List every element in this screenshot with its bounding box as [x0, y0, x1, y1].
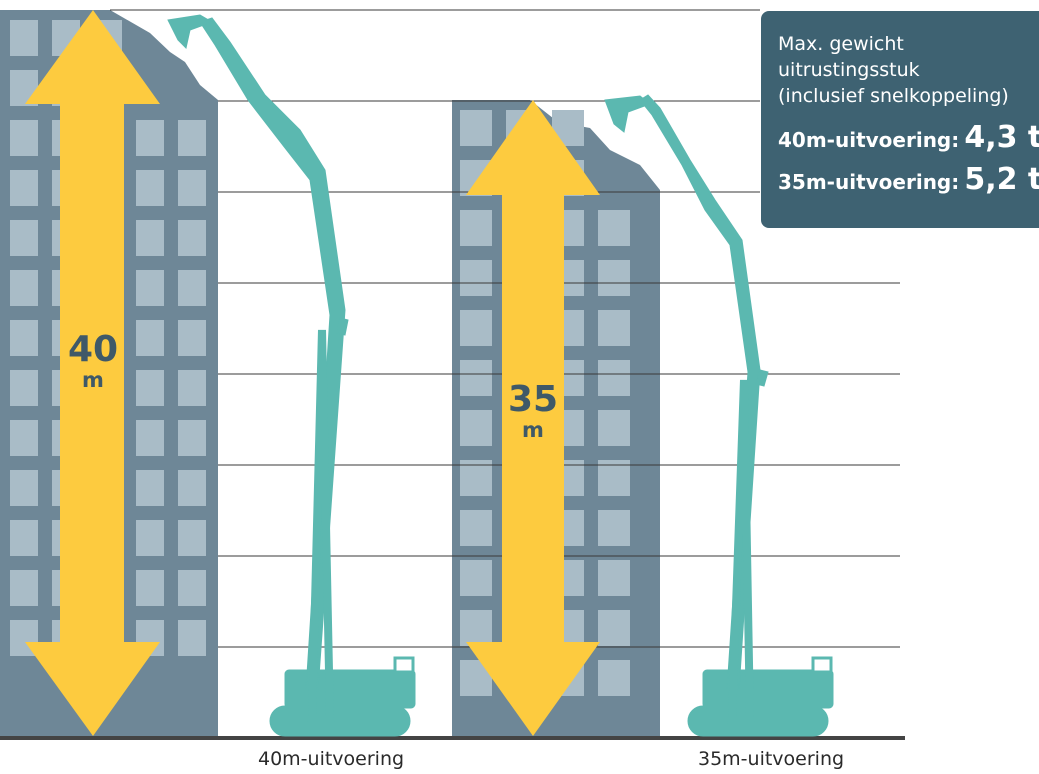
- building-window: [460, 260, 492, 296]
- info-row-40m: 40m-uitvoering: 4,3 t: [778, 121, 1039, 159]
- building-window: [178, 470, 206, 506]
- left-height-arrow: [25, 10, 160, 736]
- building-window: [598, 410, 630, 446]
- building-window: [598, 610, 630, 646]
- info-line-1: Max. gewicht: [778, 33, 904, 55]
- building-window: [460, 560, 492, 596]
- building-window: [460, 460, 492, 496]
- building-window: [178, 220, 206, 256]
- building-window: [136, 120, 164, 156]
- building-window: [598, 460, 630, 496]
- building-window: [178, 370, 206, 406]
- right-height-number: 35: [507, 379, 559, 420]
- info-row-35m-key: 35m-uitvoering:: [778, 170, 960, 194]
- left-height-unit: m: [82, 368, 104, 392]
- building-window: [10, 520, 38, 556]
- building-window: [10, 370, 38, 406]
- building-window: [598, 560, 630, 596]
- ground-line: [0, 736, 905, 740]
- building-window: [178, 570, 206, 606]
- building-window: [460, 210, 492, 246]
- building-window: [136, 570, 164, 606]
- building-window: [10, 120, 38, 156]
- info-panel: Max. gewicht uitrustingsstuk (inclusief …: [761, 11, 1039, 228]
- building-window: [136, 370, 164, 406]
- building-window: [178, 420, 206, 456]
- building-window: [178, 620, 206, 656]
- building-window: [598, 260, 630, 296]
- right-height-arrow: [466, 100, 600, 736]
- building-window: [136, 270, 164, 306]
- building-window: [178, 320, 206, 356]
- building-window: [10, 220, 38, 256]
- right-height-unit: m: [522, 418, 544, 442]
- left-height-label: 40 m: [67, 329, 119, 392]
- building-window: [10, 170, 38, 206]
- info-line-2: uitrustingsstuk: [778, 59, 920, 81]
- building-window: [598, 360, 630, 396]
- building-window: [10, 570, 38, 606]
- info-row-35m: 35m-uitvoering: 5,2 t: [778, 163, 1039, 201]
- building-window: [136, 420, 164, 456]
- building-window: [178, 520, 206, 556]
- left-caption: 40m-uitvoering: [258, 748, 405, 770]
- building-window: [598, 510, 630, 546]
- building-window: [598, 210, 630, 246]
- building-window: [136, 170, 164, 206]
- building-window: [460, 360, 492, 396]
- left-height-number: 40: [67, 329, 119, 370]
- building-window: [460, 310, 492, 346]
- building-window: [10, 20, 38, 56]
- info-row-40m-value: 4,3 t: [964, 120, 1039, 155]
- building-window: [598, 310, 630, 346]
- building-window: [10, 470, 38, 506]
- building-window: [178, 170, 206, 206]
- info-line-3: (inclusief snelkoppeling): [778, 85, 1009, 107]
- building-window: [136, 520, 164, 556]
- building-window: [460, 610, 492, 646]
- building-window: [460, 510, 492, 546]
- building-window: [136, 470, 164, 506]
- building-window: [136, 220, 164, 256]
- building-window: [136, 320, 164, 356]
- building-window: [178, 270, 206, 306]
- right-height-label: 35 m: [507, 379, 559, 442]
- building-window: [460, 410, 492, 446]
- left-machine: [167, 14, 416, 737]
- building-window: [10, 420, 38, 456]
- building-window: [10, 320, 38, 356]
- building-window: [10, 270, 38, 306]
- info-row-35m-value: 5,2 t: [964, 162, 1039, 197]
- building-window: [598, 660, 630, 696]
- building-window: [178, 120, 206, 156]
- building-window: [460, 110, 492, 146]
- right-caption: 35m-uitvoering: [698, 748, 845, 770]
- info-row-40m-key: 40m-uitvoering:: [778, 128, 960, 152]
- right-machine: [604, 94, 834, 737]
